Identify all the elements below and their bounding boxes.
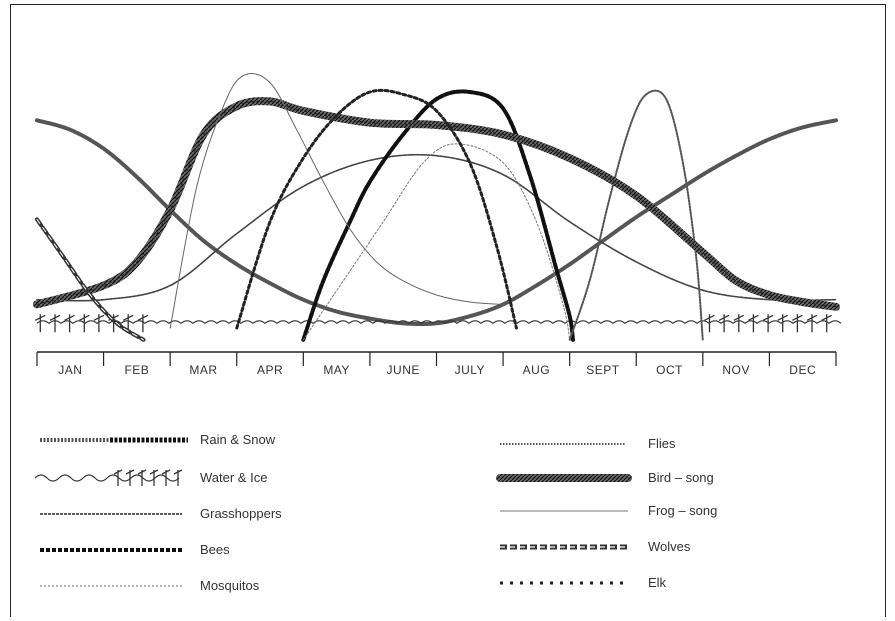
legend-item-water-ice: Water & Ice xyxy=(34,469,267,486)
series-water-ice xyxy=(36,320,842,324)
legend-label-bees: Bees xyxy=(200,542,230,557)
month-label-june: JUNE xyxy=(387,363,420,377)
month-label-mar: MAR xyxy=(189,363,217,377)
month-label-oct: OCT xyxy=(656,363,683,377)
legend-label-elk: Elk xyxy=(648,575,667,590)
series-bird-song-overlay xyxy=(36,100,837,308)
legend-item-bird-song: Bird – song xyxy=(496,470,714,485)
legend-label-mosquitos: Mosquitos xyxy=(200,578,260,593)
month-label-jan: JAN xyxy=(58,363,82,377)
legend-label-water-ice: Water & Ice xyxy=(200,470,267,485)
legend-swatch-ice-marks xyxy=(113,469,183,486)
legend-label-flies: Flies xyxy=(648,436,676,451)
legend-item-mosquitos: Mosquitos xyxy=(40,578,260,593)
legend-label-bird-song: Bird – song xyxy=(648,470,714,485)
month-label-nov: NOV xyxy=(722,363,750,377)
legend-item-rain-snow: Rain & Snow xyxy=(40,432,276,447)
legend-item-wolves: Wolves xyxy=(500,539,691,554)
legend-item-flies: Flies xyxy=(500,436,676,451)
series-bird-song xyxy=(33,97,840,311)
month-label-aug: AUG xyxy=(523,363,551,377)
legend-item-grasshoppers: Grasshoppers xyxy=(40,506,282,521)
curves-layer xyxy=(33,73,842,342)
series-elk xyxy=(235,88,518,330)
legend-item-bees: Bees xyxy=(40,542,230,557)
legend-label-rain-snow: Rain & Snow xyxy=(200,432,276,447)
month-label-sept: SEPT xyxy=(586,363,620,377)
series-water-ice-ice xyxy=(35,314,832,333)
month-label-dec: DEC xyxy=(789,363,816,377)
month-label-may: MAY xyxy=(323,363,350,377)
series-bees xyxy=(301,89,575,342)
chart-frame xyxy=(10,4,886,617)
month-label-feb: FEB xyxy=(124,363,149,377)
legend-label-wolves: Wolves xyxy=(648,539,691,554)
series-grasshoppers xyxy=(36,153,837,302)
legend-label-frog-song: Frog – song xyxy=(648,503,717,518)
series-wolves-overlay xyxy=(36,218,144,341)
legend-item-elk: Elk xyxy=(500,575,667,590)
legend-label-grasshoppers: Grasshoppers xyxy=(200,506,282,521)
series-frog-song xyxy=(169,73,504,329)
month-axis: JAN FEB MAR APR MAY JUNE JULY AUG SEPT OCT NOV DEC xyxy=(36,351,837,377)
series-mosquitos xyxy=(302,143,571,341)
legend-item-frog-song: Frog – song xyxy=(500,503,717,518)
month-label-july: JULY xyxy=(455,363,485,377)
legend-swatch-water-ice xyxy=(34,474,180,482)
legend: Rain & Snow Water & Ice Grasshoppers Bee… xyxy=(34,432,717,593)
series-wolves xyxy=(35,217,146,342)
month-label-apr: APR xyxy=(257,363,283,377)
